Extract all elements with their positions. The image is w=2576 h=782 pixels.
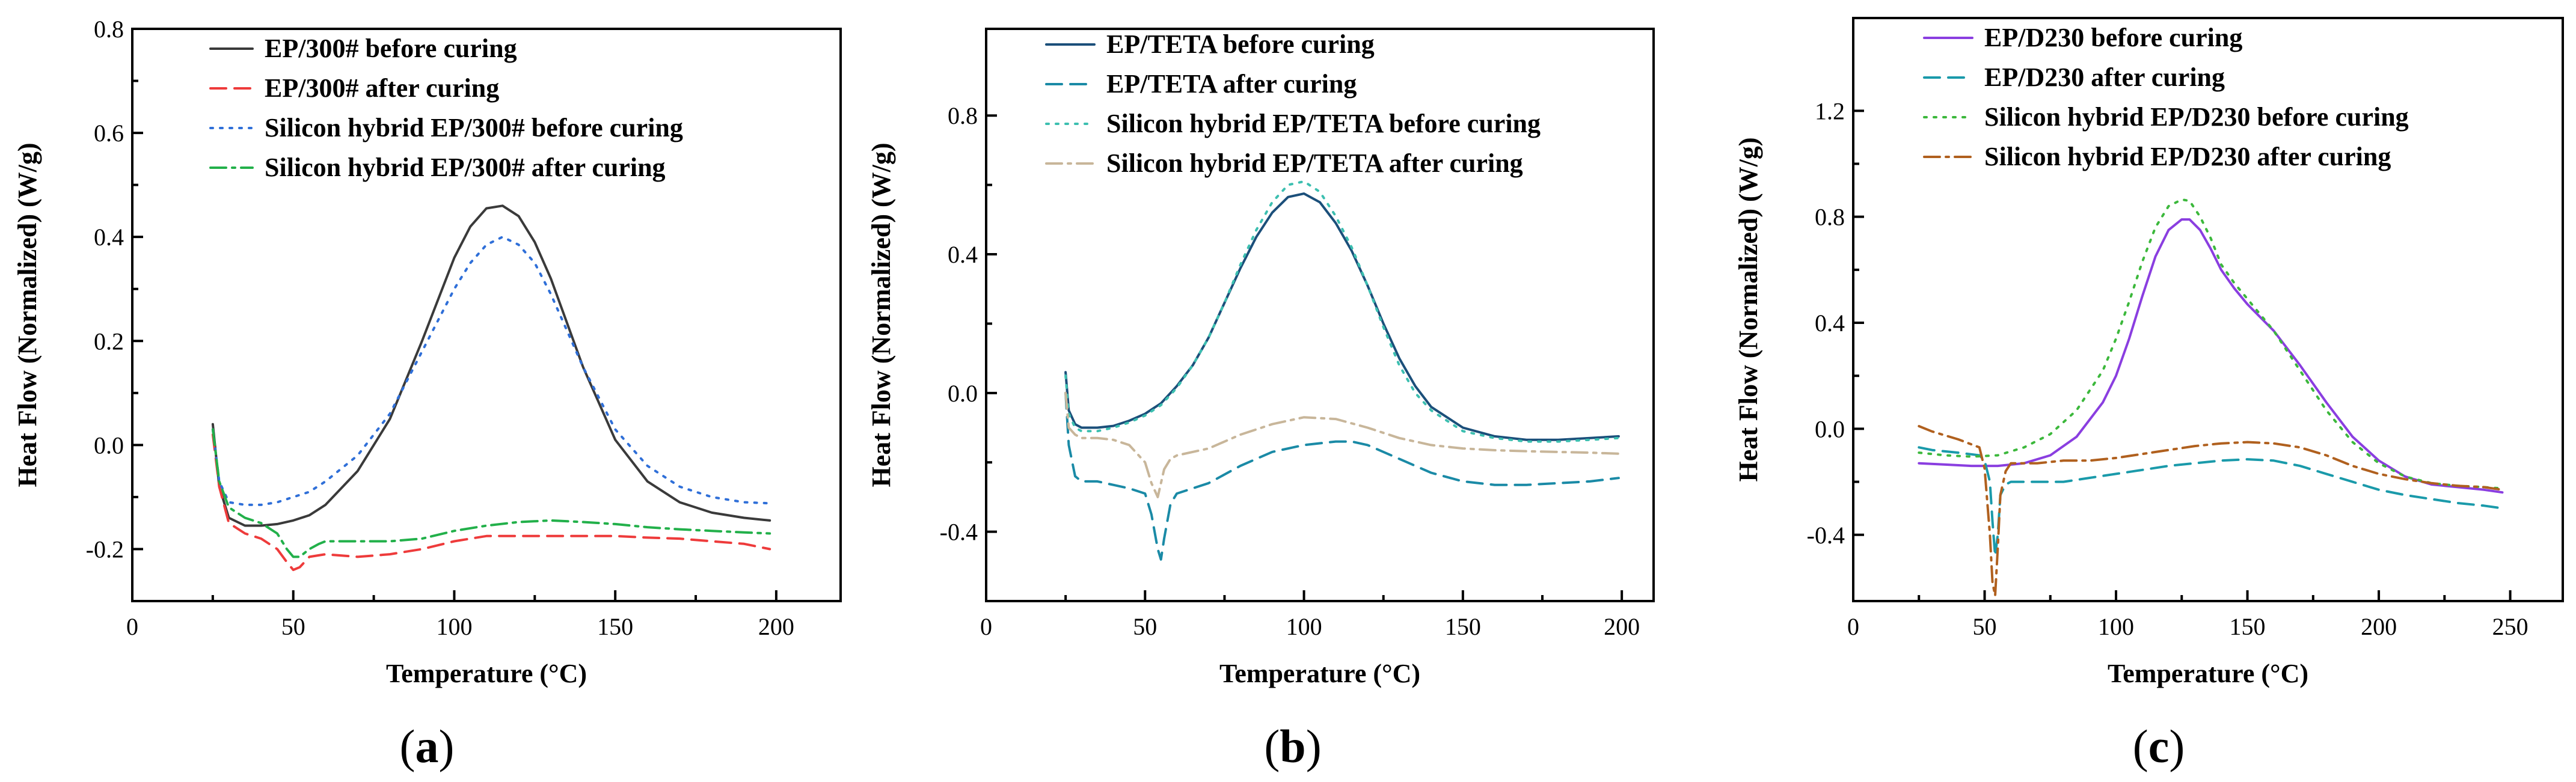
y-tick-label: 0.0 bbox=[948, 380, 978, 407]
legend-entry: Silicon hybrid EP/D230 before curing bbox=[1984, 102, 2409, 132]
x-axis-label: Temperature (°C) bbox=[1219, 659, 1420, 688]
series-line-2 bbox=[211, 433, 771, 572]
series-line-4 bbox=[1918, 425, 2504, 597]
legend-entry: Silicon hybrid EP/TETA after curing bbox=[1106, 148, 1523, 178]
x-tick-label: 100 bbox=[436, 613, 472, 640]
series-line-3 bbox=[1064, 180, 1620, 443]
y-axis-label: Heat Flow (Normalized) (W/g) bbox=[1734, 137, 1763, 481]
x-tick-label: 200 bbox=[758, 613, 794, 640]
x-axis-label: Temperature (°C) bbox=[386, 659, 587, 688]
x-axis-label: Temperature (°C) bbox=[2108, 659, 2308, 688]
x-tick-label: 250 bbox=[2492, 613, 2528, 640]
plot-frame bbox=[131, 28, 842, 602]
chart-panel-b: 0 50 100 150 200 -0.4 0.0 0.4 0.8 Temperature (°C… bbox=[866, 28, 1655, 772]
x-tick-label: 0 bbox=[126, 613, 138, 640]
x-tick-label: 150 bbox=[597, 613, 633, 640]
x-tick-label: 150 bbox=[1445, 613, 1481, 640]
panel-label: (b) bbox=[1264, 720, 1321, 772]
y-tick-label: 1.2 bbox=[1815, 97, 1845, 124]
plot-frame bbox=[1852, 17, 2564, 602]
legend-entry: EP/300# after curing bbox=[265, 73, 499, 103]
series-line-3 bbox=[211, 236, 771, 506]
y-tick-label: 0.8 bbox=[1815, 204, 1845, 231]
legend-entry: Silicon hybrid EP/D230 after curing bbox=[1984, 142, 2391, 171]
x-tick-label: 100 bbox=[1286, 613, 1322, 640]
series-line-1 bbox=[1064, 192, 1620, 441]
legend-entry: Silicon hybrid EP/TETA before curing bbox=[1106, 109, 1541, 138]
y-axis-label: Heat Flow (Normalized) (W/g) bbox=[13, 142, 42, 487]
y-tick-label: 0.8 bbox=[94, 16, 124, 43]
x-tick-label: 50 bbox=[281, 613, 305, 640]
y-tick-label: 0.6 bbox=[94, 120, 124, 147]
series-line-2 bbox=[1064, 391, 1620, 561]
y-tick-label: -0.2 bbox=[86, 536, 124, 563]
x-tick-label: 200 bbox=[1604, 613, 1640, 640]
x-tick-label: 100 bbox=[2098, 613, 2134, 640]
x-tick-label: 50 bbox=[1133, 613, 1157, 640]
panel-label: (c) bbox=[2133, 720, 2185, 772]
y-tick-label: 0.2 bbox=[94, 328, 124, 355]
chart-panel-a: 0 50 100 150 200 -0.2 0.0 0.2 0.4 0.6 0.8 Temperatu… bbox=[13, 16, 842, 772]
y-tick-label: 0.8 bbox=[948, 102, 978, 129]
legend: EP/TETA before curing EP/TETA after curin… bbox=[1045, 29, 1541, 178]
legend-entry: EP/TETA before curing bbox=[1106, 29, 1375, 59]
y-tick-label: 0.0 bbox=[1815, 415, 1845, 442]
legend-entry: EP/D230 after curing bbox=[1984, 63, 2225, 92]
legend-entry: Silicon hybrid EP/300# after curing bbox=[265, 153, 666, 182]
y-tick-label: 0.4 bbox=[948, 241, 978, 268]
legend-entry: Silicon hybrid EP/300# before curing bbox=[265, 113, 683, 142]
legend-entry: EP/TETA after curing bbox=[1106, 69, 1357, 99]
y-tick-label: 0.4 bbox=[1815, 310, 1845, 337]
series-line-2 bbox=[1918, 446, 2504, 557]
y-tick-label: -0.4 bbox=[1807, 522, 1845, 549]
legend: EP/D230 before curing EP/D230 after curin… bbox=[1923, 23, 2409, 171]
chart-panel-c: 0 50 100 150 200 250 -0.4 0.0 0.4 0.8 1.2 Temperatu… bbox=[1734, 17, 2564, 772]
series-line-1 bbox=[211, 204, 771, 527]
series-line-4 bbox=[211, 428, 771, 558]
legend-entry: EP/D230 before curing bbox=[1984, 23, 2242, 52]
legend: EP/300# before curing EP/300# after curin… bbox=[209, 34, 683, 182]
x-tick-label: 0 bbox=[980, 613, 992, 640]
y-tick-label: -0.4 bbox=[940, 519, 978, 546]
x-tick-label: 200 bbox=[2361, 613, 2397, 640]
x-tick-label: 50 bbox=[1973, 613, 1997, 640]
y-tick-label: 0.4 bbox=[94, 224, 124, 251]
legend-entry: EP/300# before curing bbox=[265, 34, 517, 63]
panel-label: (a) bbox=[400, 720, 455, 772]
series-line-1 bbox=[1918, 218, 2504, 494]
y-axis-label: Heat Flow (Normalized) (W/g) bbox=[866, 142, 896, 487]
series-line-4 bbox=[1064, 391, 1620, 498]
series-line-3 bbox=[1918, 198, 2504, 490]
plot-frame bbox=[985, 28, 1655, 602]
y-tick-label: 0.0 bbox=[94, 432, 124, 459]
x-tick-label: 150 bbox=[2230, 613, 2266, 640]
x-tick-label: 0 bbox=[1847, 613, 1859, 640]
